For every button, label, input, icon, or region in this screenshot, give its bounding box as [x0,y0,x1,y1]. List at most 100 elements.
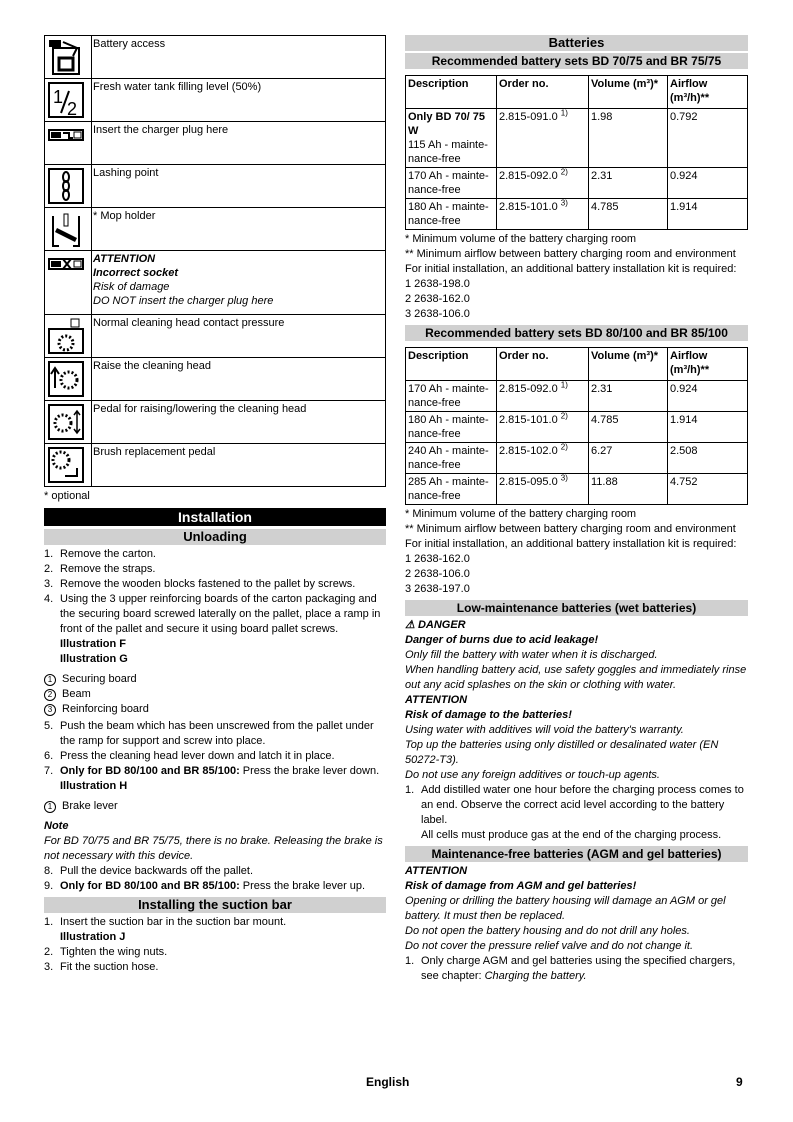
symbol-row: Normal cleaning head contact pressure [44,314,386,358]
step: 4. Using the 3 upper reinforcing boards o… [44,593,381,635]
symbol-description: Brush replacement pedal [91,443,386,487]
set2-heading: Recommended battery sets BD 80/100 and B… [405,325,748,341]
suction-steps: 1. Insert the suction bar in the suction … [44,915,386,930]
table-row: 180 Ah - mainte-nance-free 2.815-101.0 3)… [405,198,748,230]
column-header: Description [405,75,497,109]
table-header-row: Description Order no. Volume (m³)* Airflow … [405,347,748,381]
symbol-row: Lashing point [44,164,386,208]
symbol-row: ATTENTION Incorrect socket Risk of damage D… [44,250,386,315]
airflow-cell: 1.914 [667,198,748,230]
table-row: 170 Ah - mainte-nance-free 2.815-092.0 1)… [405,380,748,412]
right-column: Batteries Recommended battery sets BD 70… [405,32,748,984]
order-number-cell: 2.815-095.0 3) [496,473,589,505]
installation-heading: Installation [44,508,386,526]
symbol-text: Incorrect socket [93,267,178,279]
volume-cell: 1.98 [588,108,668,168]
symbol-description: Insert the charger plug here [91,121,386,165]
step: 1. Remove the carton. [44,548,156,560]
agm-text: Do not cover the pressure relief valve a… [405,940,694,952]
symbol-text: Insert the charger plug here [93,124,229,136]
order-number-cell: 2.815-101.0 3) [496,198,589,230]
agm-text: Opening or drilling the battery housing … [405,895,726,922]
step: 3. Fit the suction hose. [44,961,159,973]
step: 1. Insert the suction bar in the suction … [44,916,287,928]
step: 3. Remove the wooden blocks fastened to t… [44,578,356,590]
step: 2. Tighten the wing nuts. [44,946,168,958]
kit-item: 2 2638-162.0 [405,293,470,305]
svg-text:2: 2 [67,99,77,119]
symbol-icon-cell [44,314,92,358]
set1-heading: Recommended battery sets BD 70/75 and BR… [405,53,748,69]
wet-steps: 1. Add distilled water one hour before th… [405,783,748,828]
attention-text: Do not use any foreign additives or touc… [405,769,660,781]
unloading-heading: Unloading [44,529,386,545]
legend-item: 1 Securing board [44,672,386,687]
suction-steps-cont: 2. Tighten the wing nuts. 3. Fit the sucti… [44,945,386,975]
volume-note: * Minimum volume of the battery charging… [405,233,637,245]
batteries-heading: Batteries [405,35,748,51]
incorrect-socket-icon [48,258,84,270]
step: 2. Remove the straps. [44,563,156,575]
description-cell: 180 Ah - mainte-nance-free [405,411,497,443]
pedal-raise-lower-icon [48,404,84,440]
airflow-note: ** Minimum airflow between battery charg… [405,523,736,535]
kit-item: 3 2638-106.0 [405,308,470,320]
brush-replacement-icon [48,447,84,483]
kit-item: 2 2638-106.0 [405,568,470,580]
volume-cell: 4.785 [588,198,668,230]
symbol-description: Normal cleaning head contact pressure [91,314,386,358]
symbol-icon-cell [44,357,92,401]
legend-item: 3 Reinforcing board [44,702,386,717]
attention-text: Using water with additives will void the… [405,724,684,736]
symbol-row: Pedal for raising/lowering the cleaning … [44,400,386,444]
symbol-table: Battery access 1 2 Fresh water tank filling… [44,35,386,487]
attention-label: ATTENTION [405,694,468,706]
description-cell: 180 Ah - mainte-nance-free [405,198,497,230]
battery-table-2: Description Order no. Volume (m³)* Airflow … [405,347,748,505]
description-cell: 170 Ah - mainte-nance-free [405,380,497,412]
symbol-row: * Mop holder [44,207,386,251]
kit-item: 1 2638-162.0 [405,553,470,565]
symbol-row: Raise the cleaning head [44,357,386,401]
column-header: Order no. [496,75,589,109]
kit-item: 3 2638-197.0 [405,583,470,595]
step: 7. Only for BD 80/100 and BR 85/100: Pres… [44,765,380,777]
agm-attention-label: ATTENTION [405,865,468,877]
danger-subtitle: Danger of burns due to acid leakage! [405,634,599,646]
order-number-cell: 2.815-092.0 2) [496,167,589,199]
volume-cell: 6.27 [588,442,668,474]
agm-steps: 1. Only charge AGM and gel batteries usin… [405,954,748,984]
unloading-steps-end: 8. Pull the device backwards off the pall… [44,864,386,894]
attention-text: Top up the batteries using only distille… [405,739,719,766]
column-header: Description [405,347,497,381]
illustration-ref: Illustration H [60,780,128,792]
chapter-link[interactable]: Charging the battery. [484,970,587,982]
airflow-cell: 0.924 [667,380,748,412]
airflow-cell: 0.792 [667,108,748,168]
symbol-description: Lashing point [91,164,386,208]
page-number: 9 [736,1075,743,1089]
wet-batteries-heading: Low-maintenance batteries (wet batteries… [405,600,748,616]
symbol-icon-cell [44,121,92,165]
symbol-row: Insert the charger plug here [44,121,386,165]
footer-language: English [366,1075,410,1089]
airflow-cell: 4.752 [667,473,748,505]
column-header: Airflow (m³/h)** [667,347,748,381]
table-row: 285 Ah - mainte-nance-free 2.815-095.0 3)… [405,473,748,505]
unloading-steps-cont: 5. Push the beam which has been unscrewed… [44,719,386,779]
table-row: 240 Ah - mainte-nance-free 2.815-102.0 2)… [405,442,748,474]
symbol-text: Brush replacement pedal [93,446,216,458]
symbol-text: Normal cleaning head contact pressure [93,317,285,329]
airflow-cell: 0.924 [667,167,748,199]
symbol-text: Pedal for raising/lowering the cleaning … [93,403,307,415]
symbol-text: Raise the cleaning head [93,360,212,372]
kit-item: 1 2638-198.0 [405,278,470,290]
charger-plug-icon [48,129,84,141]
step: 8. Pull the device backwards off the pall… [44,865,254,877]
symbol-text: ATTENTION [93,253,156,265]
symbol-description: Pedal for raising/lowering the cleaning … [91,400,386,444]
battery-table-1: Description Order no. Volume (m³)* Airflow … [405,75,748,230]
symbol-text: Lashing point [93,167,159,179]
airflow-cell: 2.508 [667,442,748,474]
